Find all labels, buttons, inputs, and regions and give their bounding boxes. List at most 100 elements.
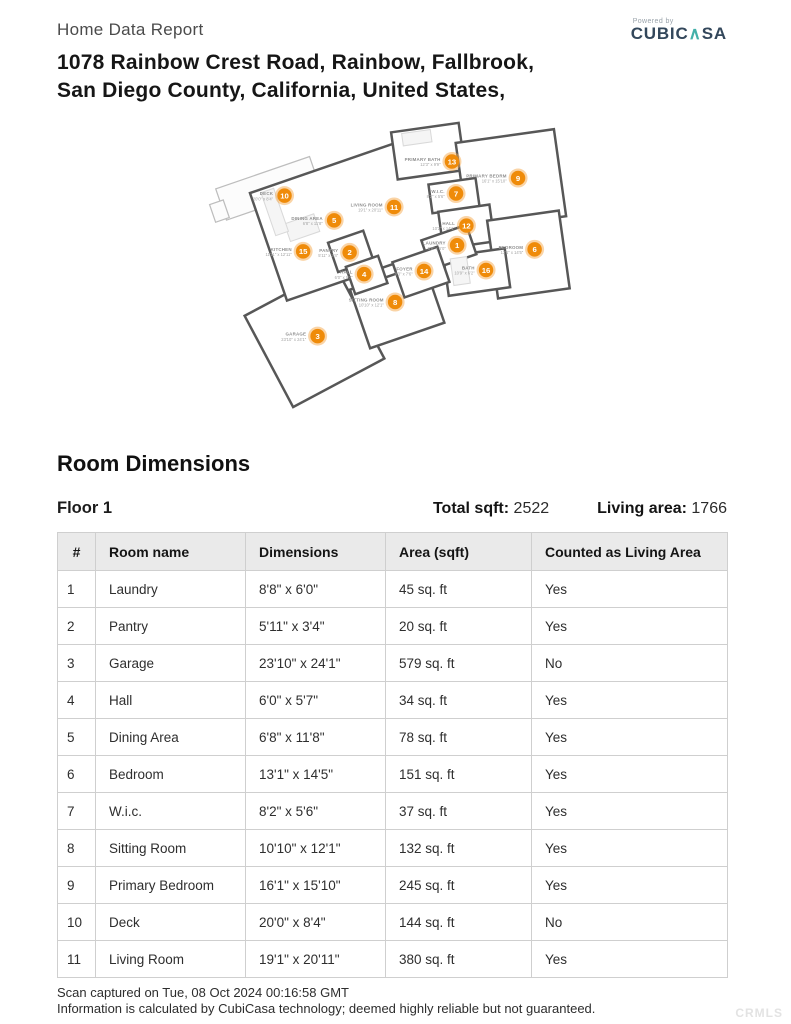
table-cell: 10'10" x 12'1" [245,829,386,867]
column-header: Dimensions [245,532,386,571]
table-row: 1 Laundry 8'8" x 6'0" 45 sq. ft Yes [57,570,728,608]
room-dimensions-label: 8'3" x 7'6" [395,272,414,277]
table-cell: 1 [57,570,96,608]
floor-label: Floor 1 [57,499,113,517]
table-cell: Pantry [95,607,246,645]
table-cell: 78 sq. ft [385,718,532,756]
room-dimensions-label: 10'2" x 14'1" [432,226,455,231]
marker-circle [459,218,474,233]
column-header: Room name [95,532,246,571]
table-row: 7 W.i.c. 8'2" x 5'6" 37 sq. ft Yes [57,792,728,830]
table-cell: 10 [57,903,96,941]
report-header: Home Data Report 1078 Rainbow Crest Road… [57,16,727,105]
room-dimensions-label: 10'10" x 12'1" [359,303,384,308]
room-label: BATH [462,265,475,270]
room-dimensions-label: 6'8" x 11'8" [303,221,324,226]
room-dimensions-label: 10'9" x 6'2" [454,271,475,276]
room-label: FOYER [396,267,413,272]
table-cell: Hall [95,681,246,719]
marker-circle [510,170,526,186]
marker-circle [356,266,372,282]
table-cell: 579 sq. ft [385,644,532,682]
table-cell: No [531,644,728,682]
room-label: LAUNDRY [423,241,446,246]
marker-circle [387,294,403,310]
room-label: W.I.C. [431,189,444,194]
table-cell: 16'1" x 15'10" [245,866,386,904]
table-row: 5 Dining Area 6'8" x 11'8" 78 sq. ft Yes [57,718,728,756]
table-cell: 151 sq. ft [385,755,532,793]
table-cell: 7 [57,792,96,830]
table-cell: 45 sq. ft [385,570,532,608]
room-dimensions-label: 5'11" x 3'4" [318,253,339,258]
marker-number: 7 [454,189,458,198]
marker-circle [444,154,460,169]
table-cell: 5 [57,718,96,756]
table-row: 3 Garage 23'10" x 24'1" 579 sq. ft No [57,644,728,682]
table-cell: No [531,903,728,941]
section-title: Room Dimensions [57,451,251,476]
table-cell: Sitting Room [95,829,246,867]
table-row: 2 Pantry 5'11" x 3'4" 20 sq. ft Yes [57,607,728,645]
room-dimensions-label: 8'8" x 6'0" [428,246,447,251]
table-cell: 19'1" x 20'11" [245,940,386,978]
address-line-1: 1078 Rainbow Crest Road, Rainbow, Fallbr… [57,51,535,74]
total-sqft-label: Total sqft: [432,500,510,517]
room-label: PANTRY [319,248,338,253]
column-header: Counted as Living Area [531,532,728,571]
marker-number: 1 [455,241,460,250]
marker-circle [277,188,292,203]
disclaimer: Information is calculated by CubiCasa te… [57,1001,596,1016]
marker-number: 11 [390,203,399,212]
total-sqft-value: 2522 [513,500,550,517]
table-cell: Yes [531,570,728,608]
cubicasa-wordmark: CUBIC∧SA [631,25,727,43]
table-cell: 8 [57,829,96,867]
living-area: Living area: 1766 [597,500,727,518]
living-area-value: 1766 [691,500,727,517]
table-cell: Dining Area [95,718,246,756]
table-cell: Deck [95,903,246,941]
marker-circle [478,262,494,278]
floor-summary: Floor 1 Total sqft: 2522 Living area: 17… [57,499,727,518]
marker-number: 2 [347,248,351,257]
marker-circle [342,245,357,260]
marker-number: 15 [299,247,308,256]
table-row: 6 Bedroom 13'1" x 14'5" 151 sq. ft Yes [57,755,728,793]
table-row: 8 Sitting Room 10'10" x 12'1" 132 sq. ft Yes [57,829,728,867]
brand-prefix: CUBIC [630,24,689,43]
marker-circle [448,186,464,201]
table-cell: Yes [531,866,728,904]
marker-number: 5 [332,216,337,225]
table-cell: Yes [531,681,728,719]
room-label: BEDROOM [499,245,524,250]
room-dimensions-label: 23'10" x 24'1" [281,337,306,342]
table-cell: Living Room [95,940,246,978]
room-dimensions-table: # Room name Dimensions Area (sqft) Counted a… [57,532,728,978]
scan-timestamp: Scan captured on Tue, 08 Oct 2024 00:16:… [57,985,349,1000]
table-cell: Primary Bedroom [95,866,246,904]
column-header: # [57,532,96,571]
room-label: PRIMARY BEDRM [466,174,507,179]
table-cell: 2 [57,607,96,645]
marker-number: 6 [532,245,537,254]
table-cell: Garage [95,644,246,682]
table-cell: 4 [57,681,96,719]
table-cell: W.i.c. [95,792,246,830]
room-marker: W.I.C.8'2" x 5'6" 7 [427,184,466,204]
floor-summary-values: Total sqft: 2522 Living area: 1766 [433,500,727,518]
marker-number: 10 [280,191,289,200]
